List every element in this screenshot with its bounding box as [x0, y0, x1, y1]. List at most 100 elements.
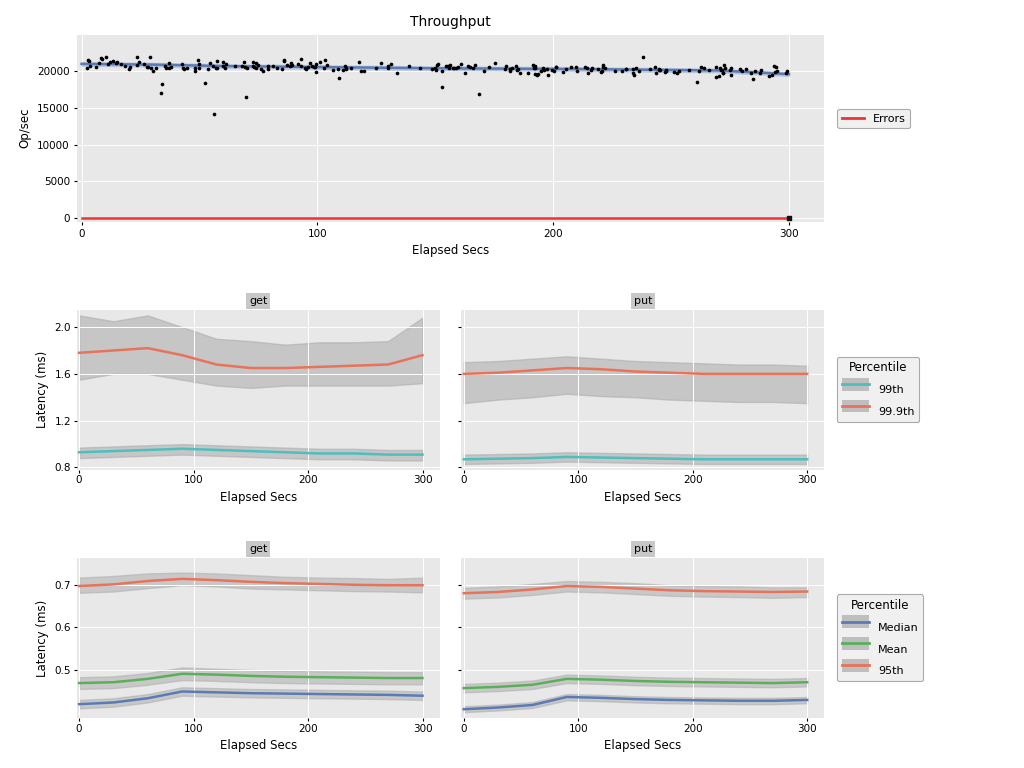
Point	[260, 63, 276, 75]
Point	[274, 63, 291, 75]
Point	[292, 60, 308, 72]
Title: get: get	[249, 296, 267, 306]
Point	[593, 66, 609, 78]
Point	[669, 67, 685, 79]
Point	[778, 65, 795, 77]
Point	[742, 66, 759, 78]
Point	[510, 63, 526, 75]
Point	[525, 58, 542, 71]
Point	[318, 58, 335, 71]
Point	[628, 61, 644, 74]
Point	[113, 58, 129, 70]
Title: put: put	[634, 296, 652, 306]
Point	[696, 62, 713, 74]
Point	[129, 51, 145, 64]
Point	[590, 63, 606, 75]
Point	[690, 65, 707, 78]
Point	[383, 58, 399, 71]
Point	[373, 58, 389, 70]
Point	[554, 65, 570, 78]
Legend: 99th, 99.9th: 99th, 99.9th	[838, 357, 920, 422]
Point	[625, 67, 641, 79]
Point	[158, 62, 174, 74]
Point	[744, 73, 761, 85]
Point	[467, 58, 483, 71]
Point	[87, 61, 103, 74]
Point	[766, 60, 782, 72]
Point	[306, 61, 323, 74]
Point	[269, 61, 286, 74]
Point	[239, 62, 255, 74]
Point	[567, 61, 584, 74]
Point	[207, 62, 223, 74]
Point	[153, 87, 169, 99]
Point	[666, 65, 682, 78]
Point	[93, 52, 110, 65]
Point	[734, 65, 751, 77]
Point	[275, 54, 292, 66]
Point	[255, 65, 271, 77]
Point	[368, 62, 384, 74]
Point	[583, 64, 599, 76]
Point	[102, 56, 119, 68]
Point	[217, 61, 233, 74]
Point	[163, 61, 179, 73]
Point	[94, 53, 111, 65]
Point	[138, 61, 155, 73]
Point	[617, 63, 634, 75]
Point	[519, 67, 536, 79]
Point	[227, 60, 244, 72]
Point	[380, 59, 396, 71]
Point	[342, 62, 358, 74]
Point	[544, 65, 560, 77]
X-axis label: Elapsed Secs: Elapsed Secs	[604, 491, 682, 504]
Point	[157, 60, 173, 72]
Point	[331, 72, 347, 84]
Point	[712, 62, 728, 74]
Point	[284, 59, 300, 71]
Point	[428, 58, 444, 71]
Point	[558, 63, 574, 75]
Point	[766, 66, 782, 78]
Point	[389, 67, 406, 79]
Point	[316, 62, 333, 74]
Point	[546, 65, 562, 78]
Point	[650, 64, 667, 76]
Point	[769, 65, 785, 78]
Point	[142, 62, 159, 74]
Point	[438, 60, 455, 72]
Point	[502, 63, 518, 75]
Point	[625, 63, 641, 75]
Point	[293, 53, 309, 65]
Point	[536, 61, 552, 74]
Point	[657, 64, 674, 76]
Point	[190, 58, 207, 71]
Point	[626, 68, 642, 81]
Point	[511, 67, 527, 79]
X-axis label: Elapsed Secs: Elapsed Secs	[219, 739, 297, 752]
Point	[161, 57, 177, 69]
Point	[307, 58, 324, 71]
Point	[282, 59, 298, 71]
Point	[175, 62, 191, 74]
Point	[122, 61, 138, 73]
Point	[330, 63, 346, 75]
Point	[465, 62, 481, 74]
Point	[486, 58, 503, 70]
Point	[595, 58, 611, 71]
Point	[81, 55, 97, 68]
Point	[504, 62, 520, 74]
Point	[647, 61, 664, 73]
Point	[723, 68, 739, 81]
Point	[763, 68, 779, 81]
Point	[145, 65, 162, 77]
Point	[215, 56, 231, 68]
Point	[236, 56, 252, 68]
Point	[613, 65, 630, 78]
Point	[635, 51, 651, 63]
Point	[732, 63, 749, 75]
Point	[642, 62, 658, 74]
Point	[527, 68, 544, 80]
Point	[351, 56, 368, 68]
Point	[298, 63, 314, 75]
